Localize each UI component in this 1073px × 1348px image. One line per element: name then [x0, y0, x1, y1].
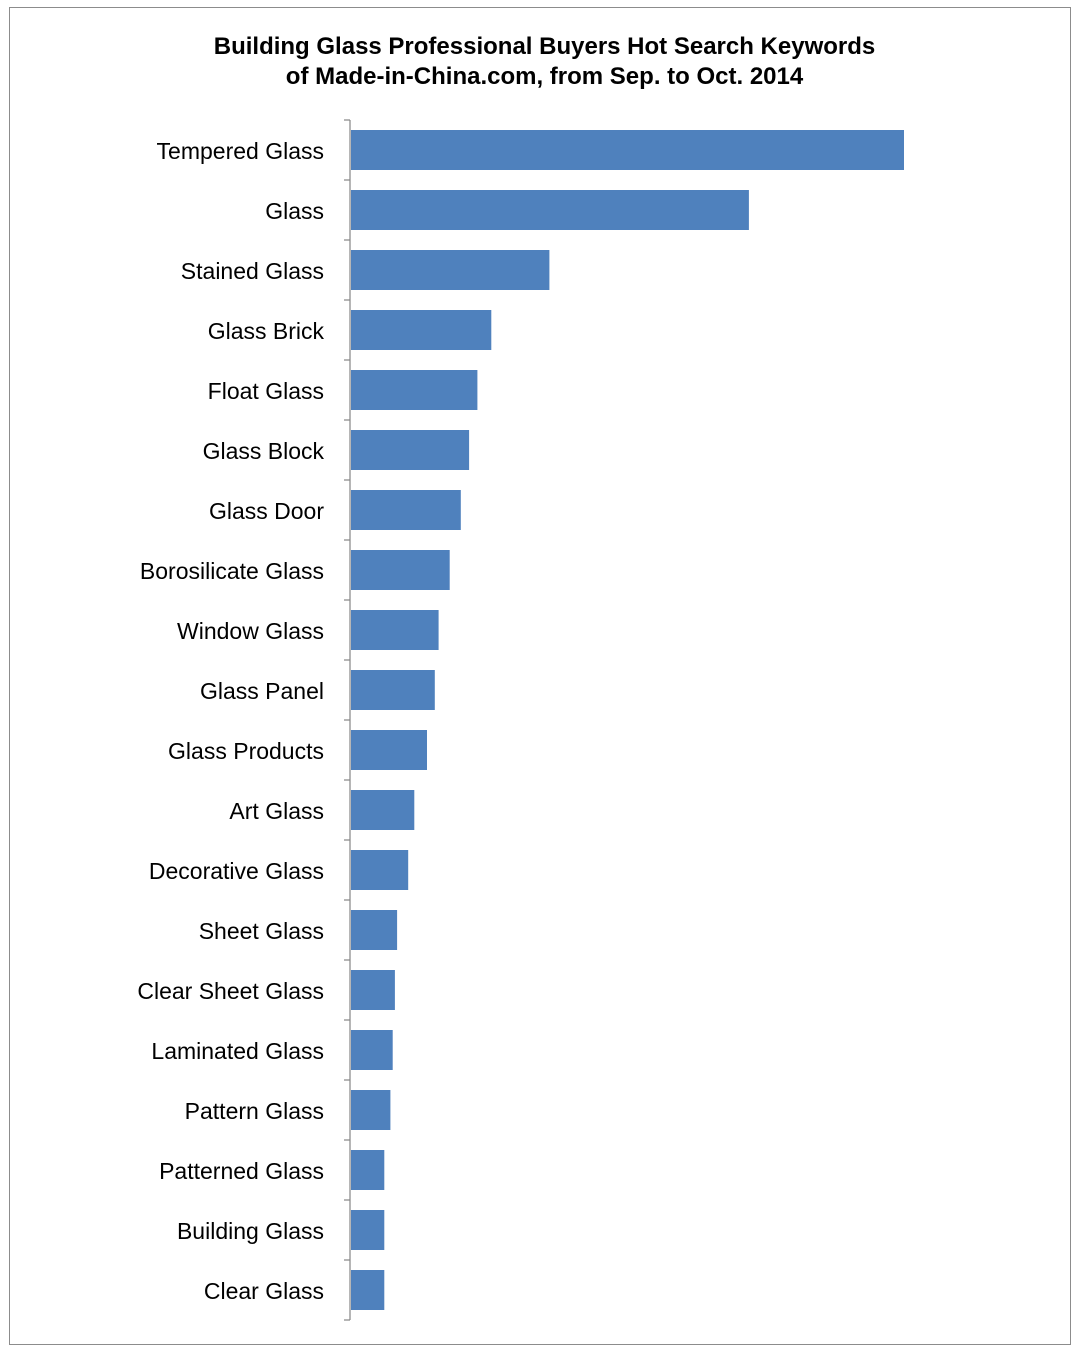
chart-title-line-2: of Made-in-China.com, from Sep. to Oct. …	[285, 63, 804, 90]
bar	[351, 1090, 391, 1130]
bar	[351, 910, 398, 950]
bar	[351, 850, 409, 890]
category-label: Decorative Glass	[149, 858, 324, 884]
chart-title: Building Glass Professional Buyers Hot S…	[0, 32, 1073, 92]
bar	[351, 250, 550, 290]
category-label: Sheet Glass	[199, 918, 324, 944]
chart-title-line-1: Building Glass Professional Buyers Hot S…	[213, 33, 876, 60]
category-label: Glass Brick	[208, 318, 325, 344]
bar	[351, 670, 435, 710]
category-label: Borosilicate Glass	[140, 558, 324, 584]
category-label: Tempered Glass	[157, 138, 324, 164]
category-label: Art Glass	[229, 798, 324, 824]
bar	[351, 190, 749, 230]
bar	[351, 610, 439, 650]
category-label: Window Glass	[177, 618, 324, 644]
category-label: Clear Glass	[204, 1278, 324, 1304]
bar	[351, 490, 461, 530]
bar	[351, 730, 427, 770]
bar	[351, 1210, 385, 1250]
bar	[351, 1270, 385, 1310]
bar	[351, 130, 904, 170]
category-label: Laminated Glass	[151, 1038, 324, 1064]
category-label: Glass Door	[209, 498, 324, 524]
category-label: Glass Panel	[200, 678, 324, 704]
bar	[351, 550, 450, 590]
category-label: Pattern Glass	[185, 1098, 324, 1124]
category-label: Clear Sheet Glass	[137, 978, 324, 1004]
category-label: Glass Products	[168, 738, 324, 764]
category-label: Float Glass	[208, 378, 324, 404]
bar	[351, 970, 395, 1010]
category-label: Patterned Glass	[159, 1158, 324, 1184]
category-label: Building Glass	[177, 1218, 324, 1244]
bar	[351, 1150, 385, 1190]
bar	[351, 370, 478, 410]
category-label: Stained Glass	[181, 258, 324, 284]
category-label: Glass	[265, 198, 324, 224]
bar	[351, 430, 470, 470]
bar	[351, 1030, 393, 1070]
bar	[351, 790, 415, 830]
category-label: Glass Block	[203, 438, 325, 464]
bar	[351, 310, 492, 350]
